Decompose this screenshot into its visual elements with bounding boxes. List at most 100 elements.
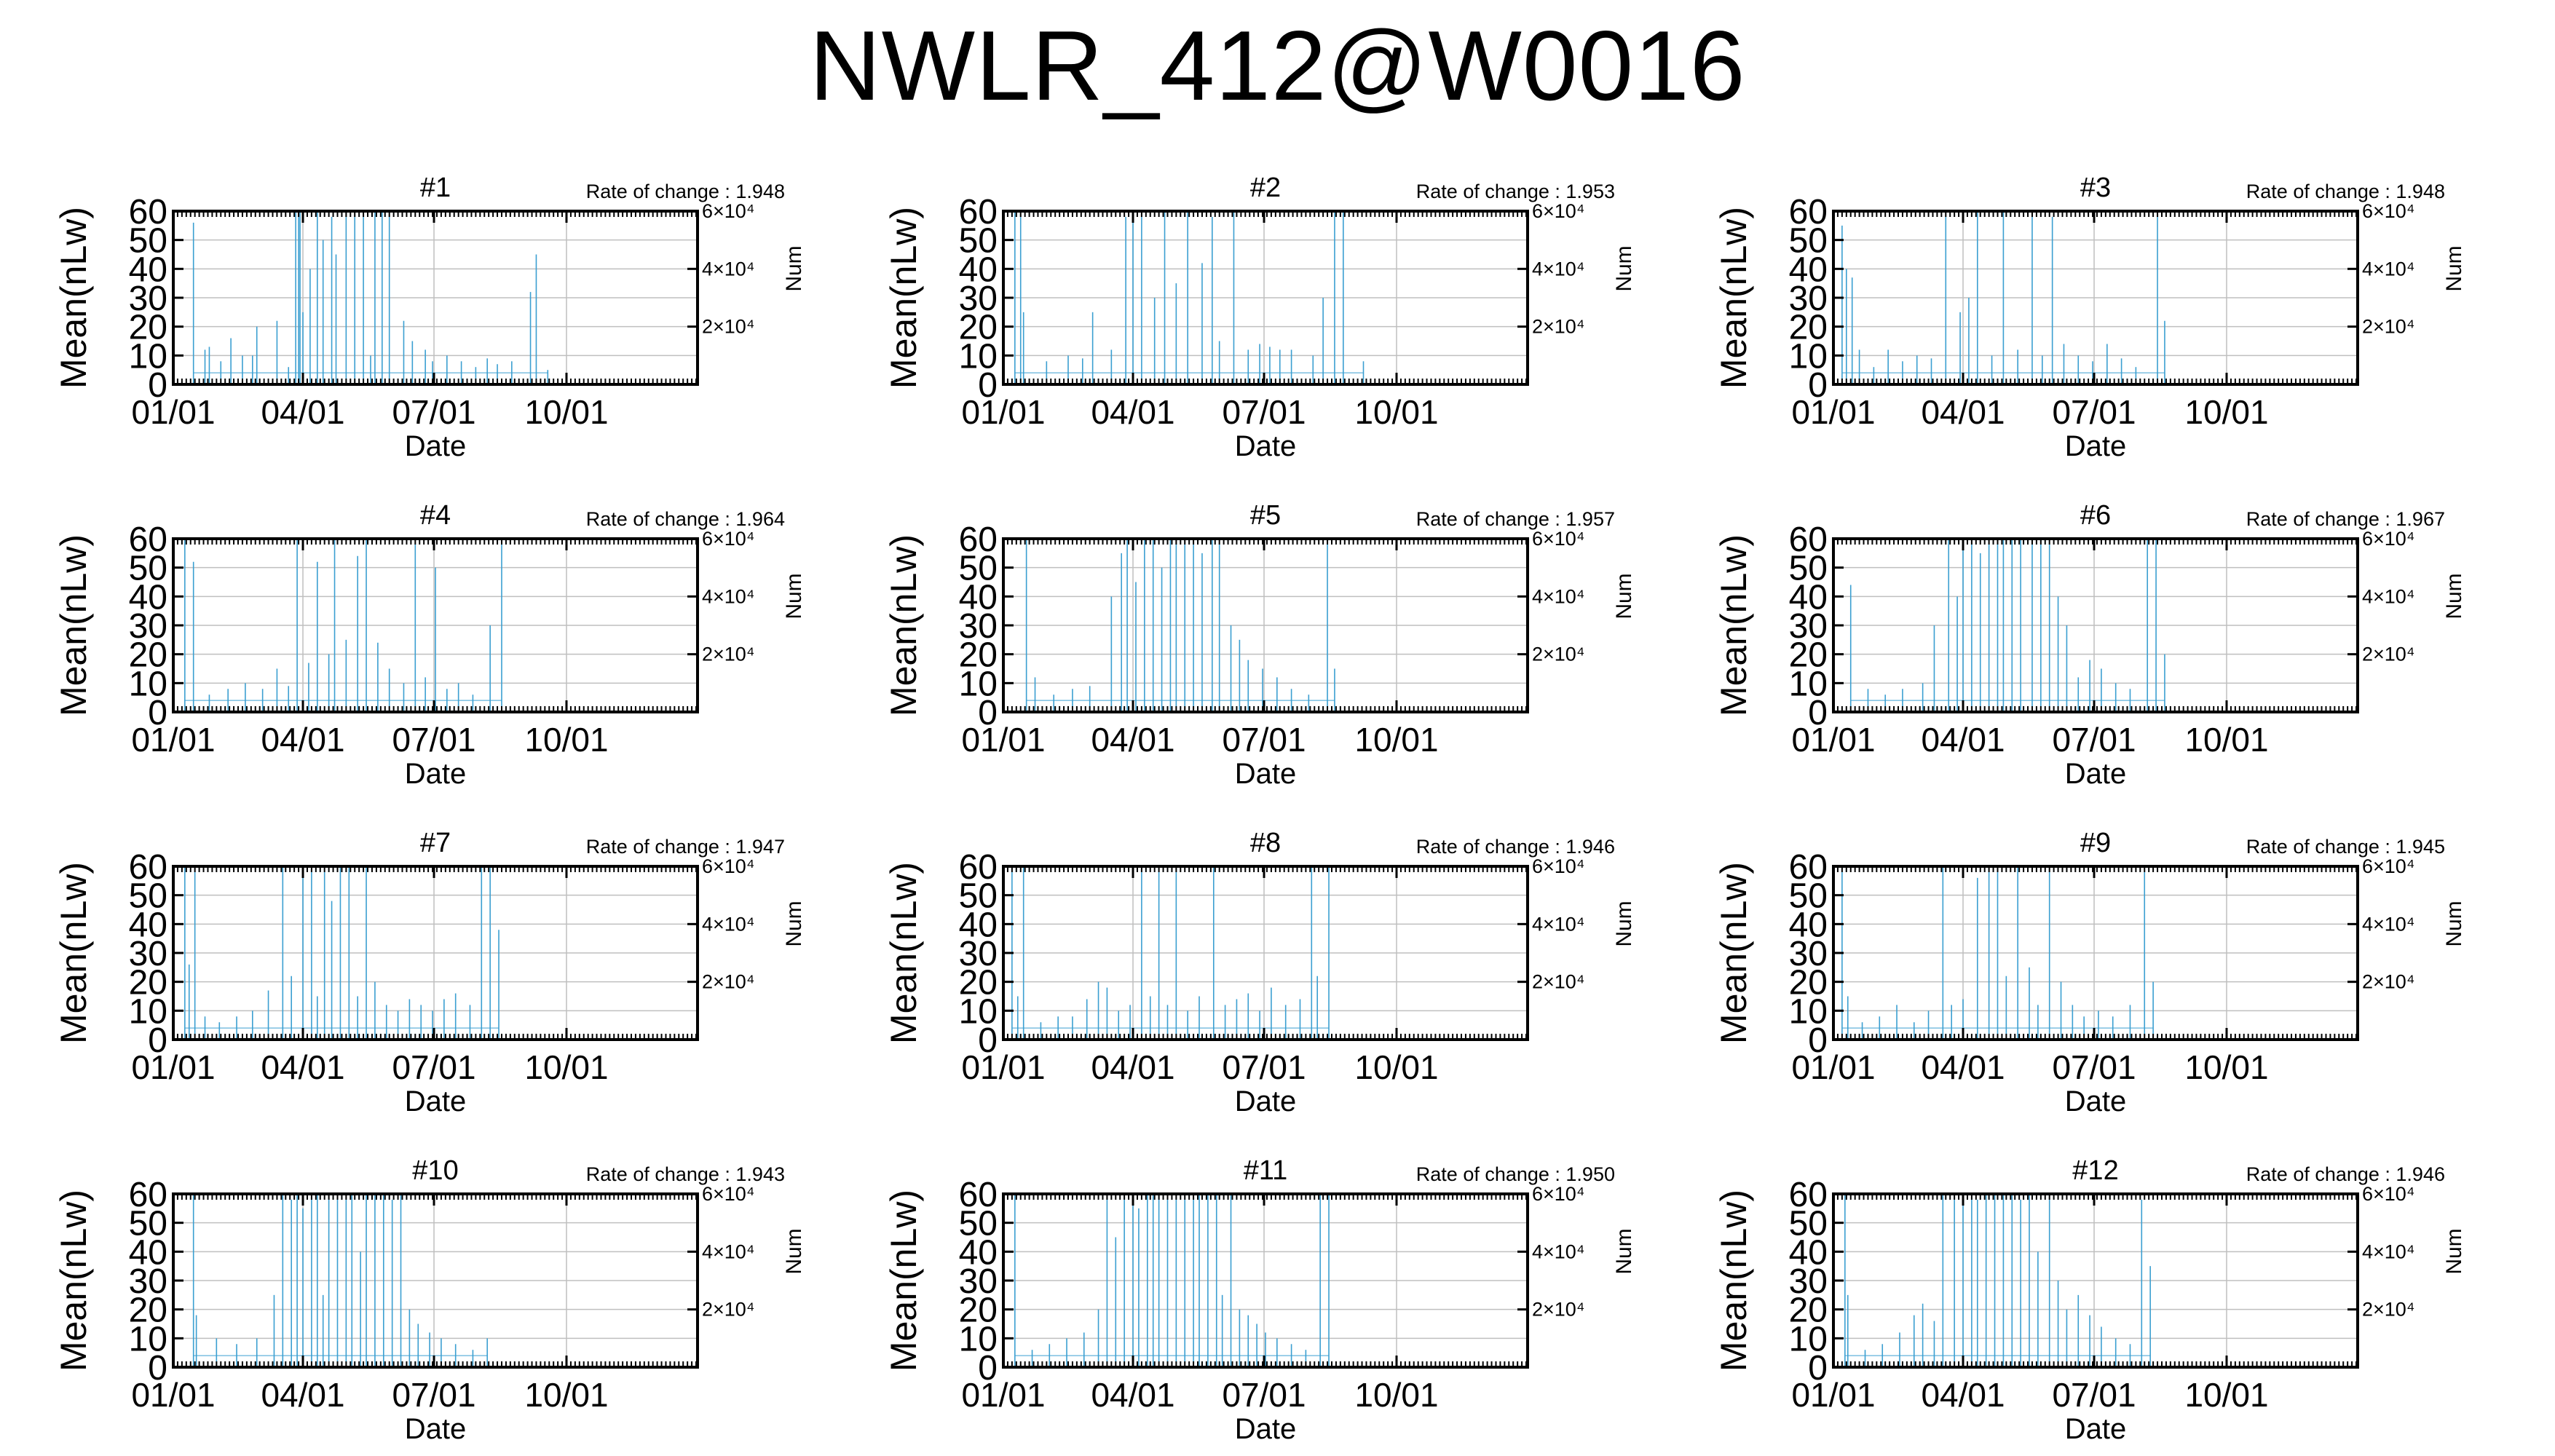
y-tick-label: 0 bbox=[978, 694, 998, 732]
y2-tick-label: 2×10⁴ bbox=[1532, 644, 1584, 665]
x-tick-label: 07/01 bbox=[1222, 393, 1306, 431]
y-tick-label: 60 bbox=[129, 848, 167, 887]
y-tick-label: 60 bbox=[1789, 193, 1828, 232]
y2-axis-label: Num bbox=[782, 245, 806, 291]
rate-of-change-annotation: Rate of change : 1.957 bbox=[1416, 508, 1615, 530]
y-tick-label: 50 bbox=[959, 222, 998, 261]
y-tick-label: 30 bbox=[1789, 1262, 1828, 1301]
x-tick-label: 07/01 bbox=[2052, 1048, 2136, 1086]
y-tick-label: 0 bbox=[148, 366, 167, 405]
y-axis-label: Mean(nLw) bbox=[1713, 1190, 1754, 1372]
y-tick-label: 30 bbox=[959, 935, 998, 973]
y-tick-label: 40 bbox=[959, 578, 998, 617]
x-tick-label: 04/01 bbox=[1091, 1376, 1174, 1414]
x-tick-label: 04/01 bbox=[1091, 721, 1174, 759]
y2-tick-label: 2×10⁴ bbox=[1532, 971, 1584, 993]
x-tick-label: 10/01 bbox=[524, 1048, 608, 1086]
y-tick-label: 30 bbox=[1789, 280, 1828, 318]
x-tick-label: 01/01 bbox=[131, 393, 215, 431]
rate-of-change-annotation: Rate of change : 1.948 bbox=[2246, 181, 2445, 202]
x-tick-label: 01/01 bbox=[961, 393, 1045, 431]
y-tick-label: 40 bbox=[959, 1233, 998, 1272]
x-axis-label: Date bbox=[405, 1085, 467, 1117]
y2-tick-label: 2×10⁴ bbox=[702, 316, 754, 338]
y-tick-label: 10 bbox=[959, 1320, 998, 1358]
y-tick-label: 0 bbox=[1808, 1021, 1828, 1060]
y-tick-label: 20 bbox=[1789, 964, 1828, 1002]
x-tick-label: 01/01 bbox=[1791, 1376, 1875, 1414]
y-tick-label: 20 bbox=[959, 964, 998, 1002]
x-tick-label: 07/01 bbox=[2052, 393, 2136, 431]
y-tick-label: 10 bbox=[129, 1320, 167, 1358]
y2-tick-label: 6×10⁴ bbox=[1532, 855, 1584, 877]
y2-tick-label: 6×10⁴ bbox=[1532, 528, 1584, 550]
x-tick-label: 01/01 bbox=[961, 1048, 1045, 1086]
y2-tick-label: 2×10⁴ bbox=[702, 971, 754, 993]
y-tick-label: 10 bbox=[959, 665, 998, 703]
y-tick-label: 50 bbox=[1789, 550, 1828, 588]
y2-tick-label: 4×10⁴ bbox=[702, 913, 754, 935]
y2-tick-label: 2×10⁴ bbox=[702, 1299, 754, 1321]
y-axis-label: Mean(nLw) bbox=[883, 862, 924, 1044]
y-tick-label: 50 bbox=[1789, 1205, 1828, 1243]
rate-of-change-annotation: Rate of change : 1.964 bbox=[586, 508, 785, 530]
x-axis-label: Date bbox=[1235, 1413, 1297, 1445]
y-tick-label: 0 bbox=[1808, 366, 1828, 405]
y-tick-label: 20 bbox=[129, 636, 167, 675]
x-tick-label: 04/01 bbox=[1921, 1048, 2005, 1086]
x-axis-label: Date bbox=[1235, 758, 1297, 790]
y-tick-label: 50 bbox=[129, 1205, 167, 1243]
x-tick-label: 04/01 bbox=[261, 721, 344, 759]
y-tick-label: 30 bbox=[959, 280, 998, 318]
y-tick-label: 10 bbox=[129, 992, 167, 1031]
y2-tick-label: 6×10⁴ bbox=[702, 200, 754, 222]
x-tick-label: 10/01 bbox=[1354, 721, 1438, 759]
y-tick-label: 50 bbox=[959, 550, 998, 588]
x-tick-label: 04/01 bbox=[1921, 1376, 2005, 1414]
y-tick-label: 60 bbox=[1789, 848, 1828, 887]
y2-axis-label: Num bbox=[1612, 901, 1636, 946]
y-tick-label: 20 bbox=[1789, 636, 1828, 675]
y2-tick-label: 6×10⁴ bbox=[702, 1183, 754, 1205]
y2-tick-label: 2×10⁴ bbox=[2362, 971, 2414, 993]
y-tick-label: 30 bbox=[1789, 935, 1828, 973]
y-tick-label: 30 bbox=[129, 935, 167, 973]
y-tick-label: 0 bbox=[148, 1021, 167, 1060]
y-tick-label: 60 bbox=[1789, 521, 1828, 559]
x-tick-label: 01/01 bbox=[961, 1376, 1045, 1414]
y-tick-label: 10 bbox=[129, 337, 167, 376]
y-tick-label: 50 bbox=[959, 1205, 998, 1243]
x-tick-label: 04/01 bbox=[261, 1048, 344, 1086]
y2-axis-label: Num bbox=[782, 573, 806, 619]
subplot-title: #7 bbox=[420, 828, 451, 858]
y-tick-label: 60 bbox=[1789, 1176, 1828, 1214]
x-tick-label: 10/01 bbox=[524, 393, 608, 431]
y2-tick-label: 6×10⁴ bbox=[2362, 200, 2414, 222]
y-tick-label: 40 bbox=[1789, 1233, 1828, 1272]
y2-tick-label: 6×10⁴ bbox=[702, 855, 754, 877]
y-axis-label: Mean(nLw) bbox=[1713, 207, 1754, 389]
y2-tick-label: 2×10⁴ bbox=[1532, 316, 1584, 338]
y2-axis-label: Num bbox=[2442, 901, 2466, 946]
x-tick-label: 04/01 bbox=[261, 1376, 344, 1414]
figure-title: NWLR_412@W0016 bbox=[809, 10, 1746, 121]
x-tick-label: 10/01 bbox=[1354, 393, 1438, 431]
y2-tick-label: 2×10⁴ bbox=[2362, 316, 2414, 338]
x-axis-label: Date bbox=[1235, 430, 1297, 462]
rate-of-change-annotation: Rate of change : 1.946 bbox=[1416, 836, 1615, 858]
y2-tick-label: 4×10⁴ bbox=[1532, 1241, 1584, 1262]
y2-tick-label: 2×10⁴ bbox=[2362, 1299, 2414, 1321]
x-tick-label: 10/01 bbox=[524, 721, 608, 759]
x-tick-label: 07/01 bbox=[2052, 721, 2136, 759]
x-tick-label: 10/01 bbox=[2184, 1048, 2268, 1086]
x-axis-label: Date bbox=[2065, 430, 2127, 462]
x-tick-label: 07/01 bbox=[1222, 721, 1306, 759]
y-tick-label: 40 bbox=[959, 906, 998, 944]
rate-of-change-annotation: Rate of change : 1.967 bbox=[2246, 508, 2445, 530]
y-tick-label: 50 bbox=[959, 877, 998, 916]
